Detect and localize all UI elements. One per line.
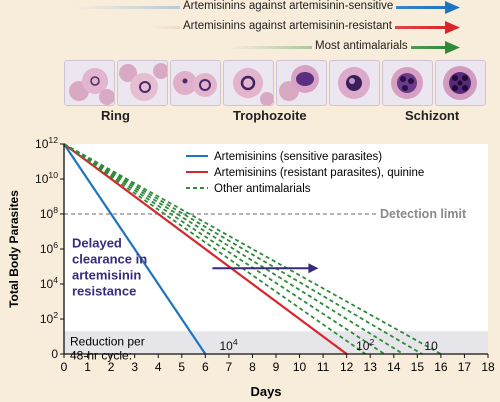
parasite-stage-panel: Artemisinins against artemisinin-sensiti… [0, 0, 500, 125]
y-axis-label: Total Body Parasites [7, 190, 21, 308]
x-tick-label: 3 [131, 360, 138, 374]
trophozoite-cell-1 [223, 60, 274, 106]
x-tick-label: 12 [340, 360, 354, 374]
trophozoite-cell-3 [329, 60, 380, 106]
infected-red-cell-icon [338, 67, 370, 99]
infected-red-cell-icon [69, 68, 114, 105]
stage-label-ring: Ring [101, 108, 130, 123]
y-tick-label: 106 [40, 240, 58, 256]
x-tick-label: 13 [364, 360, 378, 374]
schizont-cell-2 [435, 60, 486, 106]
ring-cell-3 [170, 60, 221, 106]
detection-limit-label: Detection limit [380, 207, 467, 221]
x-tick-label: 0 [61, 360, 68, 374]
x-tick-label: 16 [434, 360, 448, 374]
y-tick-label: 1012 [35, 135, 58, 151]
y-tick-label: 102 [40, 310, 58, 326]
trophozoite-cell-2 [276, 60, 327, 106]
ring-cell-1 [64, 60, 115, 106]
legend-artemisinin-resistant-label: Artemisinins against artemisinin-resista… [180, 20, 395, 32]
delayed-clearance-text-1: clearance in [72, 251, 147, 266]
series-line-2-3 [63, 143, 423, 355]
x-tick-label: 8 [249, 360, 256, 374]
delayed-arrow-head-icon [308, 263, 319, 274]
legend-artemisinin-sensitive-label: Artemisinins against artemisinin-sensiti… [180, 0, 397, 12]
legend-most-antimalarials-label: Most antimalarials [312, 40, 411, 52]
delayed-clearance-text-2: artemisinin [72, 267, 141, 282]
stage-label-schizont: Schizont [405, 108, 460, 123]
reduction-label-2: 10 [424, 339, 438, 353]
x-tick-label: 4 [155, 360, 162, 374]
reduction-text-1: 48-hr cycle: [70, 348, 132, 362]
x-tick-label: 14 [387, 360, 401, 374]
x-tick-label: 17 [458, 360, 472, 374]
series-line-2-0 [63, 143, 367, 355]
x-tick-label: 11 [317, 360, 330, 374]
ring-cell-2 [117, 60, 168, 106]
y-tick-label: 1010 [35, 170, 58, 186]
y-tick-label: 104 [40, 275, 58, 291]
x-tick-label: 9 [273, 360, 280, 374]
x-tick-label: 5 [178, 360, 185, 374]
reduction-band [64, 331, 488, 354]
x-tick-label: 7 [226, 360, 233, 374]
series-line-2-1 [63, 143, 385, 355]
x-tick-label: 6 [202, 360, 209, 374]
reduction-text-0: Reduction per [70, 334, 145, 348]
series-line-2-4 [63, 143, 442, 355]
y-tick-label: 0 [51, 347, 58, 361]
x-tick-label: 15 [411, 360, 425, 374]
stage-label-trophozoite: Trophozoite [233, 108, 307, 123]
infected-red-cell-icon [391, 67, 423, 99]
x-axis-label: Days [250, 384, 281, 399]
legend-label-2: Other antimalarials [214, 183, 311, 195]
reduction-label-0: 104 [219, 337, 237, 353]
infected-red-cell-icon [119, 63, 167, 101]
schizont-cell-1 [382, 60, 433, 106]
legend-label-1: Artemisinins (resistant parasites), quin… [214, 167, 424, 179]
reduction-label-1: 102 [356, 337, 374, 353]
series-line-0-0 [63, 143, 207, 355]
delayed-clearance-text-3: resistance [72, 283, 136, 298]
infected-red-cell-icon [173, 71, 217, 97]
series-line-2-2 [63, 143, 404, 355]
legend-label-0: Artemisinins (sensitive parasites) [214, 151, 382, 163]
x-tick-label: 2 [108, 360, 115, 374]
infected-red-cell-icon [233, 68, 273, 105]
x-tick-label: 10 [293, 360, 307, 374]
delayed-clearance-text-0: Delayed [72, 235, 122, 250]
y-tick-label: 108 [40, 205, 58, 221]
infected-red-cell-icon [443, 66, 477, 100]
x-tick-label: 18 [481, 360, 495, 374]
series-line-1-0 [63, 143, 348, 355]
infected-red-cell-icon [279, 65, 319, 101]
x-tick-label: 1 [84, 360, 91, 374]
